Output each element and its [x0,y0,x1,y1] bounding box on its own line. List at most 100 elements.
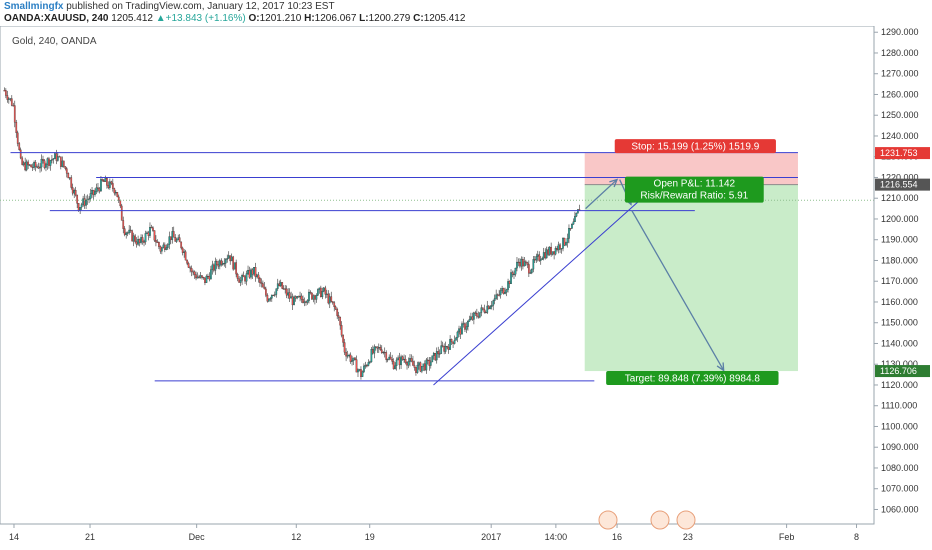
candle-body [214,261,217,271]
candle-body [107,185,110,188]
candle-body [77,203,80,212]
candle-body [192,271,194,273]
candle-body [7,98,10,100]
candle-body [233,262,236,270]
candle-body [202,276,205,279]
candle-body [235,262,238,275]
candle-body [465,326,468,330]
candle-body [577,209,579,214]
news-event-icon[interactable] [650,510,670,530]
price-chart[interactable]: Stop: 15.199 (1.25%) 1519.9 Open P&L: 11.… [0,26,932,550]
candle-body [438,353,441,355]
candle-body [300,295,303,300]
candle-body [273,294,276,296]
stop-price-tag: 1231.753 [880,148,918,158]
candle-body [221,263,224,265]
candle-body [129,229,132,231]
arrow-down-target[interactable] [631,210,725,371]
candle-body [70,177,73,188]
author-name[interactable]: Smallmingfx [4,1,64,12]
candle-body [522,259,524,267]
y-tick-label: 1060.000 [881,504,919,514]
candle-body [339,317,342,326]
candle-body [528,264,530,274]
arrow-up[interactable] [585,179,618,210]
candle-body [471,316,474,320]
trendline[interactable] [433,193,648,386]
low-label: L: [359,13,369,24]
candle-body [244,276,246,282]
candle-body [364,365,367,367]
candle-body [468,319,471,322]
candle-body [172,231,175,238]
candle-body [406,362,408,366]
y-axis[interactable]: 1060.000 1070.000 1080.000 1090.000 1100.000… [873,26,919,524]
arrow-down-target-head[interactable] [716,362,725,372]
pnl-label-box [624,176,764,203]
candle-body [560,248,563,250]
candle-body [229,255,232,262]
candle-body [556,248,558,251]
candle-body [30,164,32,168]
candle-body [113,188,116,194]
candle-body [499,290,502,296]
candle-body [71,187,74,194]
candle-body [306,300,309,303]
candle-body [490,305,493,307]
candle-body [444,346,447,352]
candle-body [152,227,154,231]
event-icons[interactable] [598,510,696,530]
y-tick-label: 1240.000 [881,131,919,141]
candle-body [297,296,300,298]
x-axis[interactable]: 14 21 Dec 12 19 2017 14:00 16 23 Feb 8 [9,524,859,542]
candle-body [548,246,551,255]
candle-body [291,296,294,306]
candle-body [398,357,401,366]
candle-body [74,190,77,196]
symbol[interactable]: OANDA:XAUUSD, 240 [4,13,109,24]
candle-body [54,153,56,159]
candle-body [294,296,297,299]
candle-body [199,275,202,278]
change-value: +13.843 (+1.16%) [165,13,246,24]
candle-body [351,360,353,362]
candle-body [226,258,229,260]
candle-body [281,282,284,289]
candle-body [83,198,86,206]
candle-body [429,361,432,366]
candle-body [410,358,413,362]
arrow-up-head[interactable] [609,178,619,188]
candle-body [459,328,462,335]
candle-body [520,259,523,267]
target-price-tag-box [875,365,930,378]
x-tick-label: 12 [291,532,301,542]
candle-body [266,294,269,302]
candle-body [48,158,50,166]
candle-body [91,190,93,194]
candle-body [247,270,249,274]
news-event-icon[interactable] [598,510,618,530]
candle-body [169,236,172,240]
candle-body [373,346,376,354]
candle-body [238,278,240,283]
y-tick-label: 1260.000 [881,89,919,99]
candle-body [426,359,429,361]
candle-body [462,323,465,325]
candle-body [187,263,190,268]
candle-body [265,288,267,296]
candle-body [550,246,552,255]
candle-body [49,160,52,166]
news-event-icon[interactable] [676,510,696,530]
candle-body [175,239,178,242]
candle-body [317,289,319,296]
chart-header: Smallmingfx published on TradingView.com… [0,0,932,26]
candle-body [327,293,330,304]
candle-body [563,237,566,246]
candle-body [407,361,410,366]
candle-body [319,287,322,298]
candle-body [168,236,171,245]
candle-body [431,355,434,363]
entry-price-tag: 1216.554 [880,180,918,190]
candle-body [303,301,306,303]
candle-body [111,183,114,189]
